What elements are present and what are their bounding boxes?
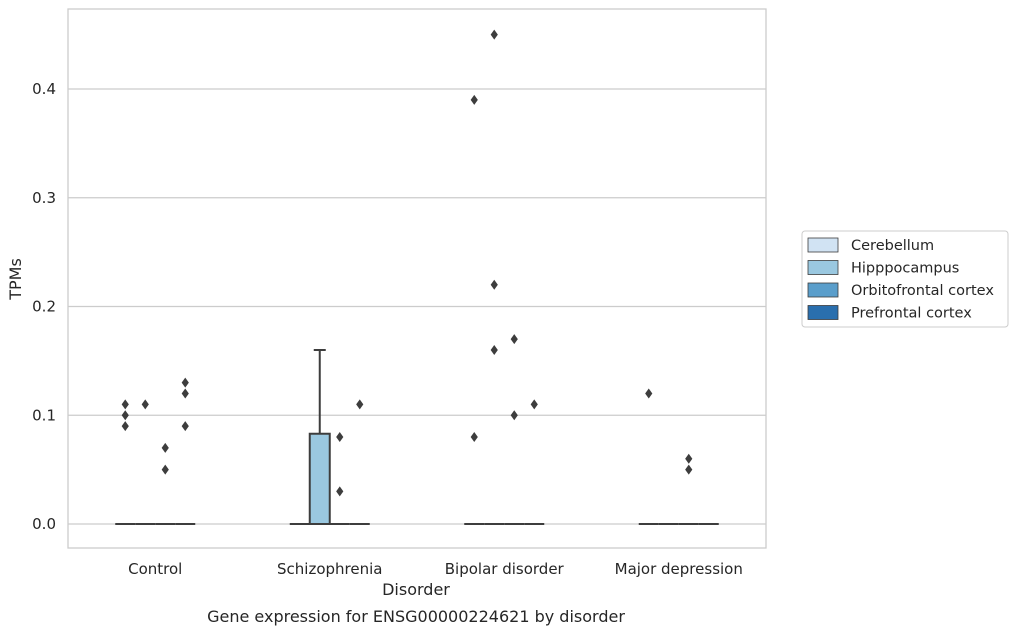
legend-label: Cerebellum	[851, 238, 934, 254]
y-tick-label: 0.1	[32, 406, 56, 424]
chart-caption: Gene expression for ENSG00000224621 by d…	[207, 607, 625, 626]
outlier-point	[121, 421, 129, 432]
y-tick-label: 0.4	[32, 80, 56, 98]
grid-lines	[68, 88, 766, 525]
outlier-point	[470, 432, 478, 442]
outlier-point	[141, 399, 149, 410]
outlier-point	[645, 388, 653, 399]
x-tick-label: Bipolar disorder	[445, 560, 565, 578]
outlier-point	[356, 399, 364, 410]
legend-swatch	[807, 305, 839, 320]
y-tick-labels: 0.0 0.1 0.2 0.3 0.4	[32, 80, 56, 533]
outlier-point	[490, 29, 498, 40]
outliers-layer	[121, 29, 693, 497]
x-tick-labels: Control Schizophrenia Bipolar disorder Majo…	[128, 560, 743, 578]
box-schizophrenia-hipppocampus	[308, 349, 331, 525]
outlier-point	[121, 399, 129, 410]
box-body	[308, 432, 331, 525]
legend-swatch	[807, 260, 839, 275]
legend-label: Orbitofrontal cortex	[851, 283, 994, 299]
outlier-point	[490, 279, 498, 290]
outlier-point	[181, 421, 189, 432]
legend: Cerebellum Hipppocampus Orbitofrontal cort…	[801, 230, 1009, 328]
outlier-point	[685, 453, 693, 464]
plot-frame	[67, 8, 767, 549]
x-tick-label: Schizophrenia	[277, 560, 382, 578]
outlier-point	[161, 442, 169, 453]
outlier-point	[161, 464, 169, 475]
y-tick-label: 0.0	[32, 515, 56, 533]
outlier-point	[336, 486, 344, 497]
outlier-point	[181, 377, 189, 388]
legend-frame	[801, 230, 1009, 328]
outlier-point	[490, 345, 498, 355]
outlier-point	[685, 464, 693, 475]
outlier-point	[530, 399, 538, 410]
outlier-point	[181, 388, 189, 399]
outlier-point	[470, 94, 478, 105]
legend-swatch	[807, 282, 839, 298]
y-axis-label: TPMs	[6, 258, 25, 301]
x-axis-label: Disorder	[382, 580, 450, 599]
legend-label: Prefrontal cortex	[851, 306, 972, 322]
x-tick-label: Major depression	[615, 560, 743, 578]
x-tick-label: Control	[128, 560, 182, 578]
outlier-point	[510, 410, 518, 421]
boxes-layer	[115, 349, 719, 525]
outlier-point	[121, 410, 129, 421]
y-tick-label: 0.2	[32, 298, 56, 316]
legend-swatch	[807, 237, 839, 253]
legend-label: Hipppocampus	[851, 261, 959, 277]
y-tick-label: 0.3	[32, 189, 56, 207]
outlier-point	[510, 334, 518, 345]
outlier-point	[336, 432, 344, 442]
